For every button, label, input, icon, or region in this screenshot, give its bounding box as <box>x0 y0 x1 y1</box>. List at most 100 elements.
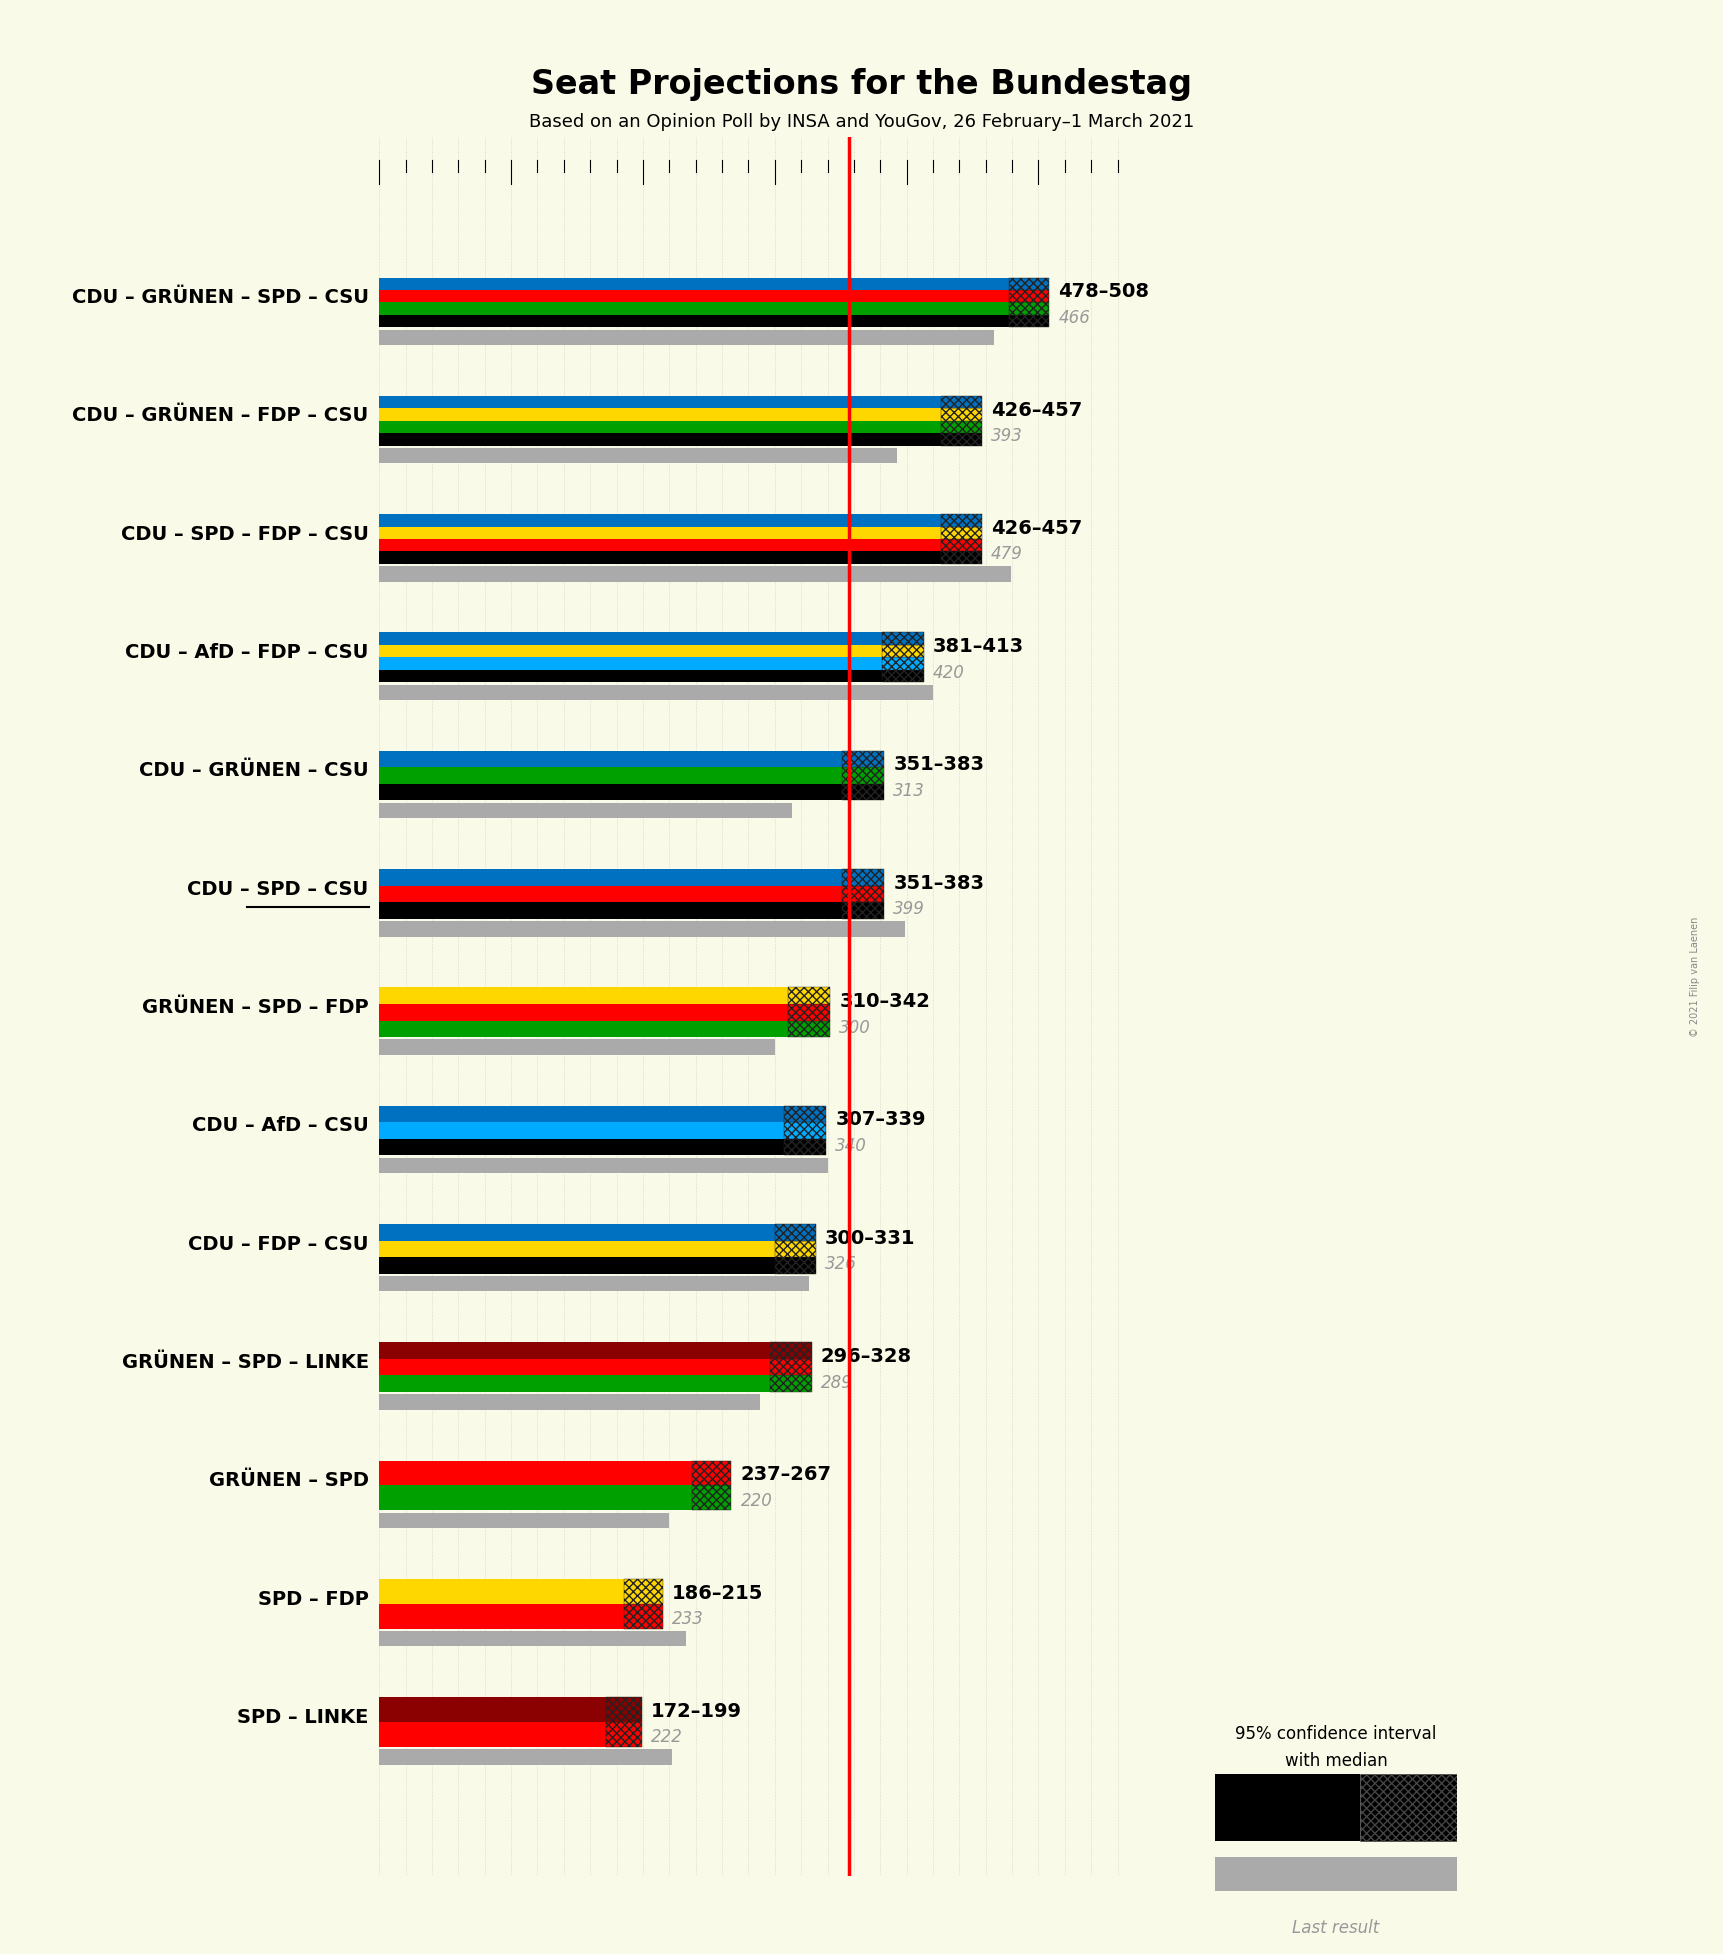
Bar <box>787 1020 830 1038</box>
Bar <box>941 551 980 565</box>
Text: © 2021 Filip van Laenen: © 2021 Filip van Laenen <box>1689 916 1699 1038</box>
Text: CDU – GRÜNEN – FDP – CSU: CDU – GRÜNEN – FDP – CSU <box>72 406 369 426</box>
Text: 393: 393 <box>991 428 1022 446</box>
Bar <box>379 539 941 551</box>
Bar <box>787 1004 830 1020</box>
Bar <box>841 903 884 918</box>
Bar <box>379 1342 768 1358</box>
Bar <box>379 1376 768 1391</box>
Bar <box>379 315 1010 326</box>
Bar <box>784 1106 825 1122</box>
Text: 478–508: 478–508 <box>1058 281 1149 301</box>
Text: Last result: Last result <box>1292 1919 1378 1936</box>
Bar <box>379 885 841 903</box>
Bar <box>379 1395 760 1409</box>
Text: CDU – SPD – FDP – CSU: CDU – SPD – FDP – CSU <box>121 526 369 543</box>
Text: 479: 479 <box>991 545 1022 563</box>
Bar <box>784 1122 825 1139</box>
Bar <box>379 277 1010 289</box>
Bar <box>379 920 905 936</box>
Bar <box>379 803 791 819</box>
Bar <box>379 870 841 885</box>
Text: 289: 289 <box>820 1374 853 1391</box>
Bar <box>691 1460 731 1485</box>
Text: Based on an Opinion Poll by INSA and YouGov, 26 February–1 March 2021: Based on an Opinion Poll by INSA and You… <box>529 113 1194 131</box>
Bar <box>379 1485 691 1510</box>
Bar <box>379 1040 774 1055</box>
Bar <box>880 657 924 670</box>
Bar <box>624 1604 662 1628</box>
Text: 399: 399 <box>893 901 925 918</box>
Text: GRÜNEN – SPD – LINKE: GRÜNEN – SPD – LINKE <box>122 1352 369 1372</box>
Bar <box>379 526 941 539</box>
Bar <box>941 420 980 434</box>
Bar <box>379 1157 827 1172</box>
Bar <box>379 1579 624 1604</box>
Text: 426–457: 426–457 <box>991 401 1082 420</box>
Bar <box>379 1632 686 1647</box>
Text: 95% confidence interval: 95% confidence interval <box>1235 1725 1435 1743</box>
Text: 313: 313 <box>893 782 925 799</box>
Bar <box>941 408 980 420</box>
Bar <box>774 1223 815 1241</box>
Bar <box>624 1579 662 1604</box>
Bar <box>379 1721 606 1747</box>
Bar <box>841 885 884 903</box>
Bar <box>941 539 980 551</box>
Text: 296–328: 296–328 <box>820 1346 911 1366</box>
Bar <box>784 1139 825 1155</box>
Bar <box>379 1698 606 1721</box>
Bar <box>768 1376 812 1391</box>
Bar <box>379 1256 774 1274</box>
Text: 233: 233 <box>672 1610 703 1628</box>
Bar <box>1010 315 1048 326</box>
Bar <box>379 289 1010 303</box>
Bar <box>379 397 941 408</box>
Bar <box>379 1004 787 1020</box>
Bar <box>379 768 841 784</box>
Bar <box>841 784 884 801</box>
Bar <box>379 1139 784 1155</box>
Text: 220: 220 <box>741 1491 772 1510</box>
Bar <box>1359 1774 1456 1841</box>
Bar <box>379 684 932 700</box>
Text: CDU – AfD – CSU: CDU – AfD – CSU <box>191 1116 369 1135</box>
Bar <box>379 1106 784 1122</box>
Bar <box>379 903 841 918</box>
Bar <box>768 1358 812 1376</box>
Bar <box>880 670 924 682</box>
Text: 351–383: 351–383 <box>893 756 984 774</box>
Text: GRÜNEN – SPD – FDP: GRÜNEN – SPD – FDP <box>141 998 369 1016</box>
Bar <box>379 657 880 670</box>
Bar <box>379 633 880 645</box>
Bar <box>379 1276 808 1292</box>
Text: CDU – AfD – FDP – CSU: CDU – AfD – FDP – CSU <box>126 643 369 662</box>
Bar <box>379 1460 691 1485</box>
Bar <box>1010 289 1048 303</box>
Bar <box>768 1342 812 1358</box>
Text: GRÜNEN – SPD: GRÜNEN – SPD <box>208 1471 369 1491</box>
Text: 466: 466 <box>1058 309 1089 326</box>
Bar <box>774 1241 815 1256</box>
Bar <box>379 645 880 657</box>
Text: 340: 340 <box>836 1137 867 1155</box>
Bar <box>379 514 941 526</box>
Text: CDU – GRÜNEN – CSU: CDU – GRÜNEN – CSU <box>140 762 369 780</box>
Bar <box>1010 303 1048 315</box>
Bar <box>379 1020 787 1038</box>
Bar <box>379 1749 672 1764</box>
Bar <box>379 434 941 446</box>
Text: SPD – LINKE: SPD – LINKE <box>238 1708 369 1727</box>
Bar <box>379 750 841 768</box>
Text: 381–413: 381–413 <box>932 637 1023 657</box>
Bar <box>379 1122 784 1139</box>
Bar <box>379 1512 669 1528</box>
Text: 300–331: 300–331 <box>824 1229 915 1249</box>
Text: with median: with median <box>1284 1753 1387 1770</box>
Text: 426–457: 426–457 <box>991 520 1082 537</box>
Text: 237–267: 237–267 <box>741 1466 830 1485</box>
Text: 222: 222 <box>651 1729 682 1747</box>
Bar <box>379 784 841 801</box>
Bar <box>379 1604 624 1628</box>
Bar <box>379 551 941 565</box>
